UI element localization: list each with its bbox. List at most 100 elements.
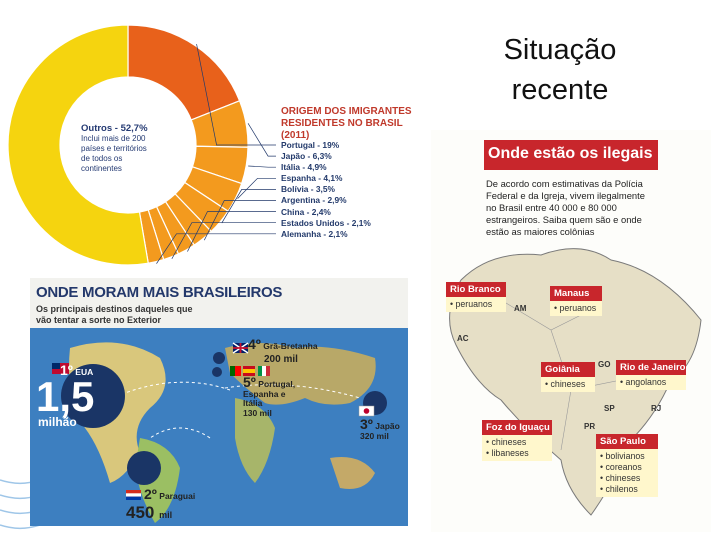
legend-item: Espanha - 4,1% [281,173,343,184]
rio-branco-tag: Rio Branco • peruanos [446,282,506,312]
manaus-item: • peruanos [554,303,597,313]
leader-line [171,222,276,260]
slide-title: Situação recente [470,30,650,110]
legend-item: Argentina - 2,9% [281,195,347,206]
usa-rank: 1º [60,362,73,378]
immigrants-panel-title: ORIGEM DOS IMIGRANTES RESIDENTES NO BRAS… [281,106,430,142]
intro-line-1: De acordo com estimativas da Polícia [486,178,643,189]
py-rank: 2º [144,486,157,502]
outros-desc-1: Inclui mais de 200 [81,134,146,143]
immigrants-donut-chart [8,24,276,266]
brazilians-panel-title: ONDE MORAM MAIS BRASILEIROS [36,284,283,301]
illegal-panel-intro: De acordo com estimativas da Polícia Fed… [486,178,662,238]
manaus-tag: Manaus • peruanos [550,286,602,316]
leader-line [156,233,276,264]
goiania-item: • chineses [545,379,586,389]
title-line-1: Situação [503,34,617,66]
japan-label: 3º Japão 320 mil [360,417,400,441]
paraguay-label: 2º Paraguai [144,487,196,502]
eu-value: 130 mil [243,407,272,418]
intro-line-2: Federal e da Igreja, vivem ilegalmente [486,190,645,201]
eu-name-1: Portugal, [258,379,296,389]
immigrants-title-line-2: RESIDENTES NO BRASIL (2011) [281,118,403,141]
py-value: 450 [126,503,155,522]
state-sp: SP [604,404,615,413]
leader-line [203,200,276,241]
foz-iguacu-tag: Foz do Iguaçu • chineses • libaneses [482,420,552,461]
legend-item: Japão - 6,3% [281,151,332,162]
rio-janeiro-name: Rio de Janeiro [616,360,686,375]
rio-branco-name: Rio Branco [446,282,506,297]
brazilians-abroad-panel: ONDE MORAM MAIS BRASILEIROS Os principai… [30,278,408,526]
py-name: Paraguai [159,491,196,501]
sao-paulo-items: • bolivianos • coreanos • chineses • chi… [596,449,658,497]
world-map-illustration [30,328,408,526]
uk-rank: 4º [248,336,261,352]
eu-name-3: Itália [243,398,263,408]
foz-iguacu-items: • chineses • libaneses [482,435,552,461]
rio-janeiro-item: • angolanos [620,377,667,387]
sp-item: • coreanos [600,462,642,472]
state-rj: RJ [651,404,662,413]
usa-unit: milhão [38,415,77,429]
donut-slice-outros [8,24,149,266]
legend-item: Itália - 4,9% [281,162,327,173]
jp-rank: 3º [360,416,373,432]
illegal-panel-title-bar: Onde estão os ilegais [484,140,658,170]
legend-item: Alemanha - 2,1% [281,228,348,239]
eu-name-2: Espanha e [243,388,286,399]
sp-item: • chineses [600,473,641,483]
intro-line-4: estrangeiros. Saiba quem são e onde [486,214,642,225]
usa-value: 1,5 [36,373,95,420]
state-pr: PR [584,422,596,431]
legend-item: Bolívia - 3,5% [281,184,335,195]
jp-value: 320 mil [360,430,389,441]
manaus-name: Manaus [550,286,602,301]
state-am: AM [514,304,527,313]
subtitle-line-1: Os principais destinos daqueles que [36,304,193,314]
subtitle-line-2: vão tentar a sorte no Exterior [36,315,162,325]
sao-paulo-tag: São Paulo • bolivianos • coreanos • chin… [596,434,658,497]
foz-item: • libaneses [486,448,529,458]
paraguay-value-block: 450 mil [126,504,172,524]
title-line-2: recente [511,74,609,106]
state-go: GO [598,360,611,369]
goiania-tag: Goiânia • chineses [541,362,595,392]
leader-line [248,165,276,168]
uk-label: 4º Grã-Bretanha [248,337,318,352]
foz-item: • chineses [486,437,527,447]
uk-value: 200 mil [264,354,298,365]
jp-name: Japão [375,421,400,431]
py-unit: mil [159,510,173,520]
eu-label: 5º Portugal, Espanha e Itália 130 mil [243,375,296,418]
legend-item: Estados Unidos - 2,1% [281,217,371,228]
usa-name: EUA [75,367,94,377]
immigrants-origin-panel: Outros - 52,7% Inclui mais de 200 países… [8,20,430,270]
rio-janeiro-tag: Rio de Janeiro • angolanos [616,360,686,390]
outros-desc-2: países e territórios [81,144,147,153]
sao-paulo-name: São Paulo [596,434,658,449]
foz-iguacu-name: Foz do Iguaçu [482,420,552,435]
legend-item: China - 2,4% [281,206,331,217]
leader-line [237,177,276,199]
intro-line-5: estão as maiores colônias [486,226,595,237]
brazilians-panel-subtitle: Os principais destinos daqueles que vão … [36,304,276,326]
donut-slice-0 [127,24,241,121]
goiania-name: Goiânia [541,362,595,377]
leader-line [196,44,276,146]
outros-label-block: Outros - 52,7% Inclui mais de 200 países… [81,124,191,174]
immigrants-legend: Portugal - 19% Japão - 6,3% Itália - 4,9… [281,140,371,240]
leader-line [247,123,276,157]
immigrants-title-line-1: ORIGEM DOS IMIGRANTES [281,106,412,117]
intro-line-3: no Brasil entre 40 000 e 80 000 [486,202,617,213]
sp-item: • bolivianos [600,451,645,461]
uk-name: Grã-Bretanha [263,341,318,351]
usa-label: 1º EUA [60,363,94,378]
outros-desc-4: continentes [81,164,122,173]
outros-desc-3: de todos os [81,154,123,163]
illegal-panel-title: Onde estão os ilegais [488,145,653,162]
outros-label: Outros - 52,7% [81,123,148,134]
leader-line [187,211,276,252]
sp-item: • chilenos [600,484,638,494]
